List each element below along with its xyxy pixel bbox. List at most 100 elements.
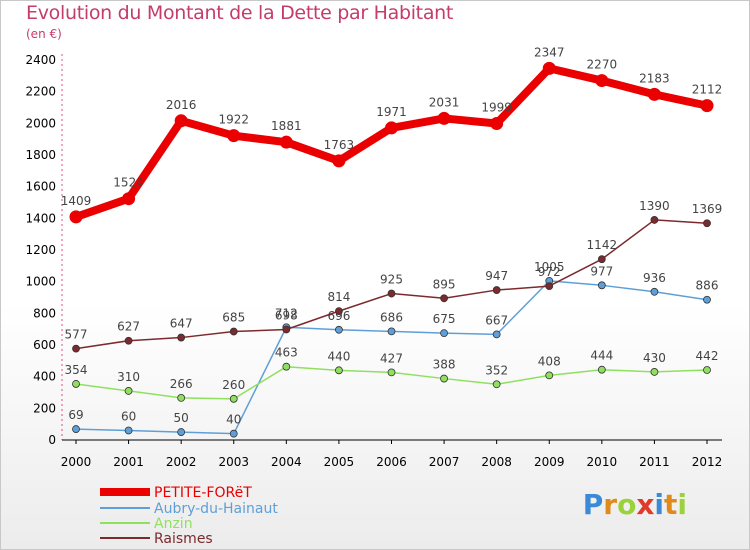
data-point bbox=[229, 327, 238, 336]
x-tick-label: 2012 bbox=[692, 455, 723, 469]
legend-label: Raismes bbox=[154, 531, 213, 547]
data-label: 2112 bbox=[692, 83, 723, 97]
y-tick-label: 1600 bbox=[25, 180, 56, 194]
data-point bbox=[177, 393, 186, 402]
data-label: 886 bbox=[696, 279, 719, 293]
data-point bbox=[440, 294, 448, 303]
y-tick-label: 200 bbox=[33, 401, 56, 415]
logo-letter: i bbox=[654, 488, 664, 521]
data-label: 667 bbox=[485, 313, 508, 327]
data-point bbox=[332, 154, 346, 168]
data-point bbox=[440, 329, 448, 338]
data-label: 925 bbox=[380, 273, 403, 287]
data-label: 972 bbox=[538, 265, 561, 279]
data-label: 310 bbox=[117, 370, 140, 384]
logo-letter: x bbox=[636, 488, 655, 521]
x-tick-label: 2006 bbox=[376, 455, 407, 469]
data-label: 1922 bbox=[218, 113, 249, 127]
legend-label: PETITE-FORëT bbox=[154, 485, 252, 501]
y-tick-label: 600 bbox=[33, 338, 56, 352]
data-point bbox=[492, 286, 501, 294]
data-point bbox=[229, 429, 238, 438]
data-label: 1005 bbox=[534, 260, 565, 274]
data-point bbox=[703, 295, 711, 304]
y-tick-label: 0 bbox=[48, 433, 56, 447]
data-point bbox=[124, 336, 133, 345]
data-point bbox=[122, 192, 136, 206]
x-tick-label: 2009 bbox=[534, 455, 565, 469]
x-tick-label: 2004 bbox=[271, 455, 302, 469]
data-point bbox=[595, 74, 609, 88]
data-point bbox=[703, 366, 711, 374]
data-label: 354 bbox=[65, 363, 88, 377]
y-tick-label: 800 bbox=[33, 306, 56, 320]
data-label: 686 bbox=[380, 310, 403, 324]
data-label: 2016 bbox=[166, 98, 197, 112]
data-point bbox=[69, 210, 83, 224]
data-point bbox=[490, 116, 504, 130]
x-tick-label: 2002 bbox=[166, 455, 197, 469]
data-label: 936 bbox=[643, 271, 666, 285]
data-point bbox=[229, 394, 238, 403]
data-point bbox=[542, 61, 556, 75]
data-label: 1142 bbox=[587, 238, 618, 252]
data-label: 266 bbox=[170, 377, 193, 391]
data-label: 2270 bbox=[587, 58, 618, 72]
data-label: 2031 bbox=[429, 95, 460, 109]
data-label: 60 bbox=[121, 410, 136, 424]
data-label: 2347 bbox=[534, 45, 565, 59]
y-tick-label: 1400 bbox=[25, 211, 56, 225]
data-point bbox=[650, 216, 659, 224]
data-point bbox=[124, 426, 133, 435]
data-label: 698 bbox=[275, 308, 298, 322]
data-point bbox=[440, 374, 448, 383]
data-point bbox=[335, 307, 343, 316]
data-point bbox=[387, 368, 396, 377]
legend-label: Anzin bbox=[154, 516, 193, 532]
x-tick-label: 2007 bbox=[429, 455, 460, 469]
logo-letter: i bbox=[677, 488, 687, 521]
data-point bbox=[700, 99, 714, 113]
data-point bbox=[72, 344, 80, 353]
data-label: 352 bbox=[485, 363, 508, 377]
data-point bbox=[650, 368, 659, 376]
data-label: 444 bbox=[590, 349, 613, 363]
data-point bbox=[72, 425, 80, 433]
x-tick-label: 2008 bbox=[481, 455, 512, 469]
data-point bbox=[597, 365, 606, 374]
data-label: 1409 bbox=[61, 194, 92, 208]
data-label: 947 bbox=[485, 269, 508, 283]
logo-letter: P bbox=[582, 488, 604, 521]
data-point bbox=[703, 219, 711, 228]
data-point bbox=[177, 428, 186, 436]
x-tick-label: 2001 bbox=[113, 455, 144, 469]
data-point bbox=[647, 87, 661, 101]
logo-letter: t bbox=[664, 488, 678, 521]
data-point bbox=[227, 129, 241, 143]
x-tick-label: 2005 bbox=[324, 455, 355, 469]
data-label: 675 bbox=[433, 312, 456, 326]
data-label: 977 bbox=[590, 264, 613, 278]
y-tick-label: 1200 bbox=[25, 243, 56, 257]
data-point bbox=[282, 362, 291, 371]
legend-label: Aubry-du-Hainaut bbox=[154, 501, 278, 517]
data-label: 647 bbox=[170, 317, 193, 331]
y-tick-label: 400 bbox=[33, 370, 56, 384]
data-label: 1524 bbox=[113, 176, 144, 190]
data-point bbox=[437, 111, 451, 125]
data-label: 814 bbox=[327, 290, 350, 304]
data-label: 2183 bbox=[639, 71, 670, 85]
data-point bbox=[335, 325, 343, 334]
y-tick-label: 1800 bbox=[25, 148, 56, 162]
data-label: 69 bbox=[68, 408, 83, 422]
data-label: 442 bbox=[696, 349, 719, 363]
data-label: 1390 bbox=[639, 199, 670, 213]
data-point bbox=[72, 380, 80, 388]
data-point bbox=[282, 325, 291, 334]
data-label: 895 bbox=[433, 277, 456, 291]
data-label: 1971 bbox=[376, 105, 407, 119]
data-point bbox=[650, 287, 659, 296]
y-tick-label: 2200 bbox=[25, 85, 56, 99]
data-label: 40 bbox=[226, 413, 241, 427]
